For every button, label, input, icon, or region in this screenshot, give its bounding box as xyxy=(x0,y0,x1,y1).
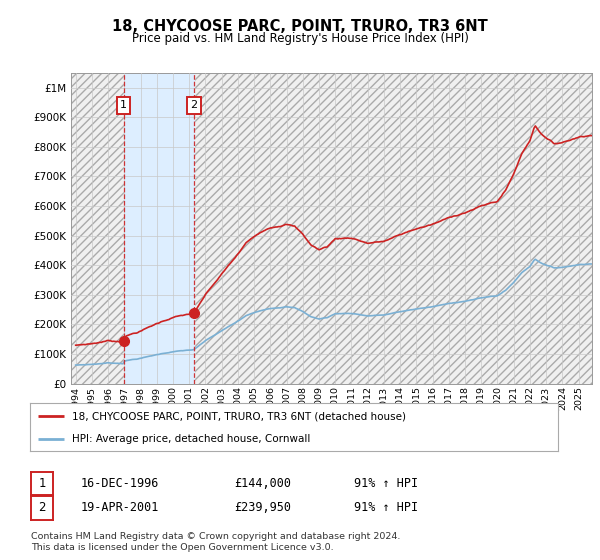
Text: 18, CHYCOOSE PARC, POINT, TRURO, TR3 6NT: 18, CHYCOOSE PARC, POINT, TRURO, TR3 6NT xyxy=(112,19,488,34)
Text: £144,000: £144,000 xyxy=(234,477,291,490)
Text: 1: 1 xyxy=(120,100,127,110)
Text: 91% ↑ HPI: 91% ↑ HPI xyxy=(354,501,418,515)
Text: 1: 1 xyxy=(38,477,46,490)
Text: £239,950: £239,950 xyxy=(234,501,291,515)
Text: 19-APR-2001: 19-APR-2001 xyxy=(81,501,160,515)
Text: HPI: Average price, detached house, Cornwall: HPI: Average price, detached house, Corn… xyxy=(72,434,311,444)
Text: 2: 2 xyxy=(38,501,46,515)
Text: 16-DEC-1996: 16-DEC-1996 xyxy=(81,477,160,490)
Bar xyxy=(124,73,194,384)
Text: 18, CHYCOOSE PARC, POINT, TRURO, TR3 6NT (detached house): 18, CHYCOOSE PARC, POINT, TRURO, TR3 6NT… xyxy=(72,411,406,421)
Text: Contains HM Land Registry data © Crown copyright and database right 2024.: Contains HM Land Registry data © Crown c… xyxy=(31,532,401,541)
Text: 91% ↑ HPI: 91% ↑ HPI xyxy=(354,477,418,490)
Text: 2: 2 xyxy=(191,100,197,110)
Text: This data is licensed under the Open Government Licence v3.0.: This data is licensed under the Open Gov… xyxy=(31,543,334,552)
Text: Price paid vs. HM Land Registry's House Price Index (HPI): Price paid vs. HM Land Registry's House … xyxy=(131,32,469,45)
